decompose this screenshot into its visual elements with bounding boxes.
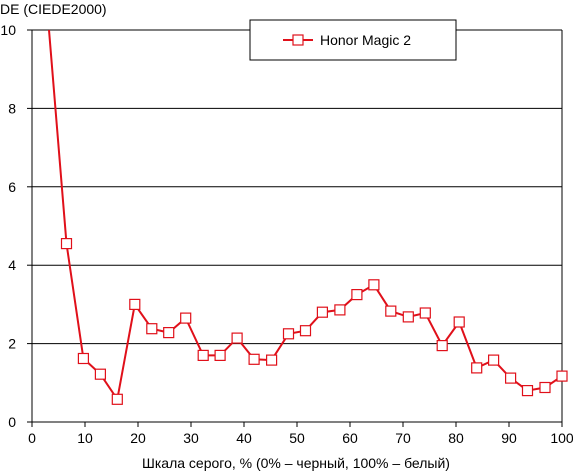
grid-lines [32, 29, 562, 345]
x-tick-label-80: 80 [448, 430, 464, 446]
x-tick-label-10: 10 [77, 430, 93, 446]
data-point [111, 393, 123, 405]
data-point [266, 354, 278, 366]
legend-series-label: Honor Magic 2 [320, 32, 411, 48]
data-point [94, 368, 107, 380]
data-point [419, 307, 431, 319]
y-tick-label-8: 8 [8, 100, 16, 116]
data-point [282, 328, 295, 340]
y-tick-label-0: 0 [8, 414, 16, 430]
x-tick-label-20: 20 [130, 430, 146, 446]
data-point [385, 305, 397, 317]
data-point [436, 340, 448, 352]
y-tick-label-4: 4 [8, 257, 16, 273]
x-tick-label-30: 30 [183, 430, 199, 446]
data-point [214, 349, 226, 361]
data-point [299, 325, 312, 337]
data-point [471, 362, 483, 374]
x-tick-label-60: 60 [342, 430, 358, 446]
x-tick-label-40: 40 [236, 430, 252, 446]
x-tick-label-100: 100 [550, 430, 573, 446]
data-point [453, 316, 465, 328]
axes [31, 30, 563, 423]
data-point [180, 312, 192, 324]
x-axis-title: Шкала серого, % (0% – черный, 100% – бел… [142, 455, 450, 471]
data-point [505, 372, 517, 384]
data-point [146, 323, 158, 335]
y-tick-label-6: 6 [8, 179, 16, 195]
x-tick-label-90: 90 [501, 430, 517, 446]
data-point [231, 332, 243, 344]
y-axis-title: DE (CIEDE2000) [0, 1, 107, 17]
data-point [60, 238, 73, 250]
legend: Honor Magic 2 [249, 19, 457, 61]
data-point [248, 353, 260, 365]
series-group [48, 29, 568, 405]
data-point [351, 289, 363, 301]
legend-series-marker [292, 34, 304, 46]
data-point [402, 311, 414, 323]
y-tick-label-10: 10 [0, 22, 16, 38]
x-tick-label-50: 50 [289, 430, 305, 446]
data-point [77, 352, 90, 365]
data-point [521, 385, 534, 397]
y-tick-label-2: 2 [8, 336, 16, 352]
tick-labels: 0 10 20 30 40 50 60 70 80 90 100 0 2 4 6 8 10 [0, 22, 573, 446]
data-point [539, 381, 551, 394]
data-point [197, 349, 209, 361]
x-tick-label-0: 0 [28, 430, 36, 446]
data-point [316, 306, 328, 318]
data-point [163, 327, 175, 339]
data-point [334, 304, 346, 316]
data-point [129, 298, 141, 310]
data-point [488, 354, 500, 366]
x-tick-label-70: 70 [395, 430, 411, 446]
data-point [556, 370, 568, 382]
data-point [368, 279, 380, 291]
